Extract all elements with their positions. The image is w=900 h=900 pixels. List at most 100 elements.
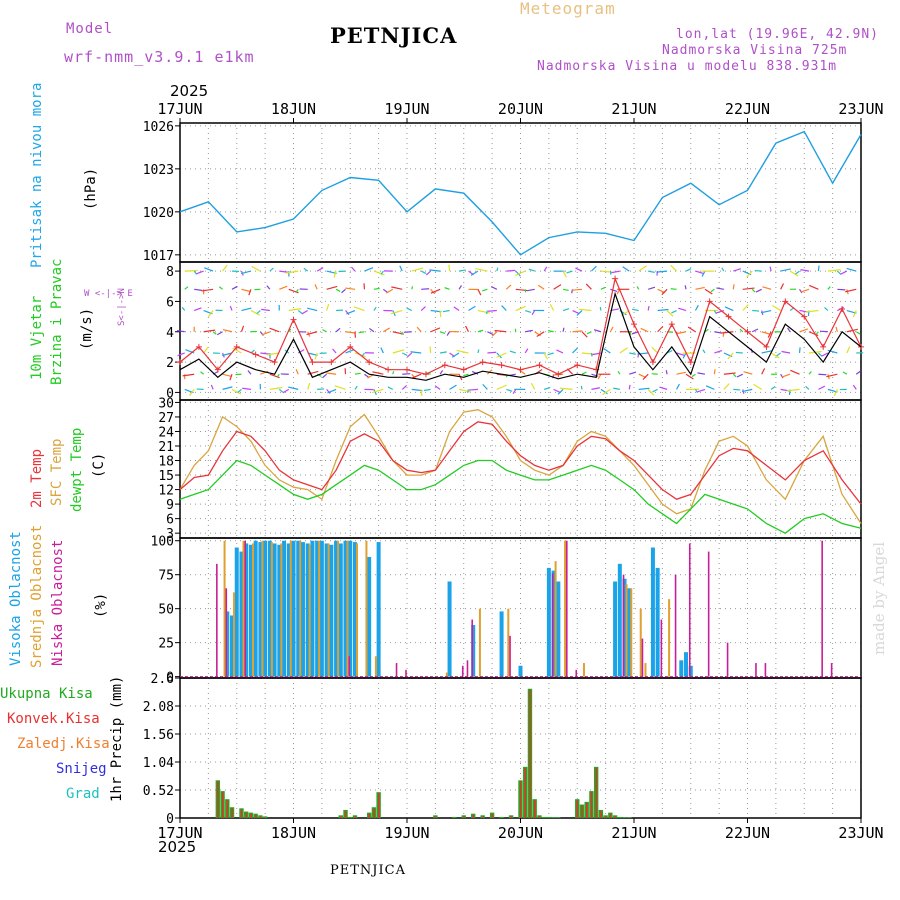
wind-arrow: [420, 389, 423, 396]
wind-arrow: [629, 352, 636, 355]
wind-arrow: [628, 384, 631, 390]
wind-ytick-label: 0: [166, 386, 174, 401]
wind-gust-marker: [687, 359, 694, 366]
wind-arrow: [458, 388, 472, 393]
wind-arrow: [182, 373, 195, 377]
precip-total-bar: [452, 816, 457, 818]
wind-arrow: [770, 386, 776, 390]
precip-ytick-label: 0.52: [143, 784, 174, 799]
wind-arrow: [200, 371, 205, 375]
temp-dewpt-line: [179, 459, 862, 534]
precip-ytick-label: 1.04: [143, 756, 174, 771]
wind-arrow: [602, 388, 611, 396]
cloud-mid-bar: [251, 543, 254, 677]
precip-conv-bar: [340, 816, 342, 818]
wind-arrow: [430, 288, 441, 294]
cloud-mid-bar: [644, 663, 647, 677]
wind-arrow: [629, 371, 637, 375]
wind-compass-we: W <-|-> E: [84, 289, 133, 299]
cloud-mid-bar: [242, 540, 245, 677]
wind-arrow: [619, 347, 628, 354]
wind-arrow: [543, 387, 551, 390]
wind-arrow: [231, 388, 242, 395]
wind-arrow: [827, 269, 841, 272]
time-label-top: 23JUN: [838, 100, 883, 118]
wind-arrow: [770, 352, 780, 359]
wind-gust-marker: [725, 313, 732, 320]
wind-arrow: [590, 352, 593, 357]
precip-conv-bar: [259, 816, 262, 818]
precip-conv-bar: [463, 816, 465, 818]
cloud-high-bar: [352, 542, 357, 677]
cloud-mid-bar: [223, 540, 226, 677]
temp-ytick-label: 3: [166, 527, 174, 542]
wind-arrow: [800, 269, 810, 272]
wind-arrow: [762, 286, 772, 290]
wind-arrow: [808, 331, 819, 337]
precip-ytick-label: 2.08: [143, 700, 174, 715]
wind-arrow: [434, 385, 441, 390]
wind-arrow: [599, 306, 602, 311]
wind-arrow: [578, 308, 592, 312]
wind-gust-marker: [177, 359, 183, 366]
wind-arrow: [527, 288, 535, 292]
cloud-low-bar: [225, 588, 228, 677]
wind-arrow: [597, 373, 602, 380]
precip-conv-bar: [344, 810, 347, 818]
precip-conv-bar: [377, 793, 380, 818]
wind-speed-line: [179, 291, 862, 381]
wind-gust-marker: [328, 359, 335, 366]
wind-arrow: [390, 309, 403, 315]
wind-arrow: [269, 373, 280, 379]
wind-arrow: [487, 309, 497, 312]
temp-ytick-label: 21: [158, 440, 174, 455]
cloud-mid-bar: [355, 543, 358, 677]
cloud-low-bar: [660, 619, 663, 677]
wind-gust-marker: [214, 366, 221, 373]
wind-arrow: [780, 268, 791, 272]
wind-arrow: [736, 373, 744, 378]
wind-arrow: [809, 284, 819, 290]
footer-station: PETNJICA: [330, 863, 406, 878]
wind-arrow: [536, 331, 545, 337]
wind-arrow: [429, 346, 432, 354]
wind-arrow: [506, 388, 513, 392]
wind-arrow: [509, 350, 516, 354]
wind-arrow: [373, 270, 385, 276]
wind-arrow: [240, 325, 245, 332]
cloud-high-bar: [263, 540, 268, 677]
precip-conv-bar: [434, 816, 437, 818]
wind-gust-marker: [233, 343, 240, 350]
wind-arrow: [704, 288, 713, 295]
wind-gust-marker: [668, 321, 675, 328]
time-label-bottom: 23JUN: [838, 824, 883, 842]
wind-arrow: [742, 304, 749, 311]
wind-arrow: [671, 309, 677, 314]
wind-arrow: [787, 327, 791, 333]
precip-conv-bar: [581, 805, 583, 818]
wind-arrow: [439, 310, 442, 318]
wind-arrow: [465, 325, 470, 333]
cloud-mid-bar: [478, 608, 481, 677]
wind-arrow: [628, 331, 632, 335]
wind-arrow: [326, 303, 330, 311]
wind-arrow: [248, 289, 252, 296]
wind-arrow: [411, 267, 424, 272]
cloud-low-bar: [830, 663, 833, 677]
cloud-mid-bar: [668, 599, 671, 677]
wind-arrow: [326, 285, 338, 290]
wind-arrow: [184, 286, 189, 290]
wind-arrow: [781, 373, 791, 378]
wind-arrow: [421, 288, 430, 290]
wind-arrow: [222, 352, 233, 357]
wind-arrow: [557, 388, 564, 395]
wind-arrow: [840, 270, 848, 275]
wind-arrow: [345, 310, 350, 316]
precip-conv-bar: [614, 816, 616, 818]
wind-arrow: [566, 270, 573, 274]
wind-arrow: [491, 331, 498, 337]
cloud-low-bar: [216, 563, 218, 677]
cloud-high-bar: [329, 544, 334, 677]
wind-gust-marker: [763, 343, 770, 350]
wind-arrow: [261, 308, 270, 312]
